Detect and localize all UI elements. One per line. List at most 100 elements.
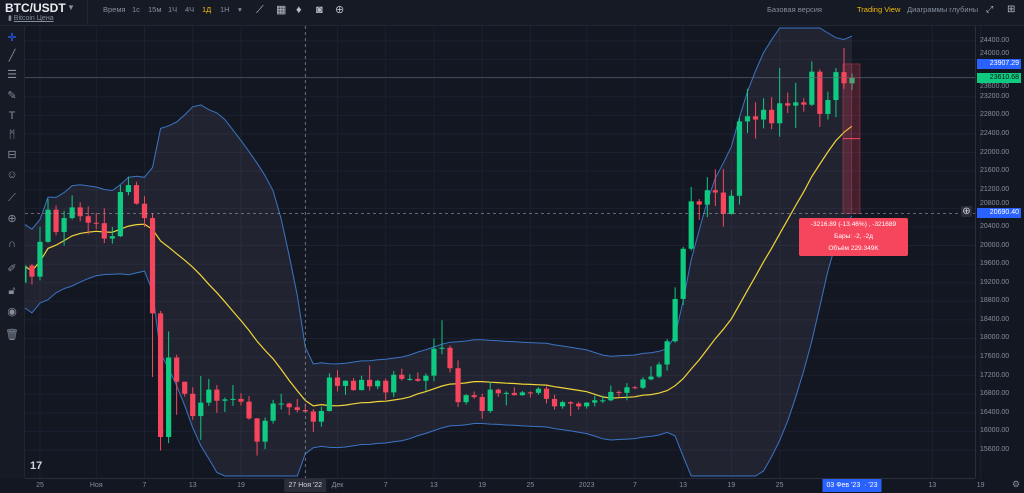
candle-body: [568, 402, 574, 404]
candle-body: [640, 379, 646, 388]
candle-body: [704, 190, 710, 205]
timeframe-6[interactable]: 1Н: [220, 5, 230, 14]
timeframe-5[interactable]: 1Д: [202, 5, 212, 14]
timeframe-4[interactable]: 4Ч: [185, 5, 195, 14]
add-alert-icon[interactable]: ⊕: [961, 206, 972, 217]
time-tick: 2023: [578, 482, 595, 489]
symbol-info-link[interactable]: ▮ Bitcoin Цена: [8, 15, 54, 23]
price-tick: 22800.00: [980, 111, 1010, 119]
info-icon: ▮: [8, 15, 14, 22]
price-tick: 19600.00: [980, 260, 1010, 268]
camera-icon[interactable]: ◙: [316, 4, 323, 16]
candle-body: [559, 402, 566, 407]
layout-grid-icon[interactable]: ⊞: [1007, 4, 1016, 15]
candle-body: [688, 201, 694, 249]
timeframe-2[interactable]: 15м: [148, 5, 162, 14]
candle: [157, 311, 164, 451]
eye-icon[interactable]: ◉: [7, 306, 17, 318]
measure-range-icon[interactable]: ⊟: [7, 149, 17, 161]
candle: [230, 384, 236, 406]
lock-drawing-icon[interactable]: ✐: [7, 263, 17, 275]
candle-body: [487, 389, 493, 411]
brush-icon[interactable]: ✎: [7, 90, 17, 102]
candle: [487, 382, 493, 413]
candle: [270, 399, 276, 424]
axis-settings-icon[interactable]: ⚙: [1012, 479, 1021, 489]
candle-body: [334, 377, 341, 386]
ruler-icon[interactable]: ⟋: [8, 192, 16, 204]
candle: [149, 212, 156, 378]
candle: [25, 265, 27, 283]
bollinger-fill: [25, 28, 852, 476]
candle-body: [391, 374, 397, 393]
candle-body: [712, 190, 718, 193]
candle-body: [310, 411, 316, 422]
chart-settings-icon[interactable]: ▦: [276, 4, 287, 16]
view-tab-2[interactable]: Диаграммы глубины: [907, 5, 979, 14]
fullscreen-icon[interactable]: ⤢: [986, 4, 994, 14]
candle-body: [133, 185, 140, 204]
time-tick: 13: [188, 482, 197, 489]
timeframe-0[interactable]: Время: [103, 5, 126, 14]
candle: [704, 177, 710, 218]
timeframe-more-icon[interactable]: ▾: [238, 5, 242, 14]
candle: [423, 373, 429, 391]
timeframe-1[interactable]: 1с: [132, 5, 140, 14]
emoji-icon[interactable]: ☺: [6, 169, 18, 181]
candle: [543, 386, 550, 404]
timeframe-3[interactable]: 1Ч: [168, 5, 178, 14]
candle-body: [608, 391, 614, 401]
pattern-icon[interactable]: ᛗ: [8, 129, 16, 141]
candle: [616, 390, 622, 397]
candle: [326, 373, 333, 412]
indicators-icon[interactable]: ⟋: [256, 4, 264, 16]
crosshair-icon[interactable]: ✛: [7, 32, 17, 44]
candle-body: [696, 201, 702, 205]
candle-body: [503, 392, 509, 394]
lock-icon[interactable]: 🔓︎: [8, 285, 16, 297]
candle-body: [174, 357, 180, 382]
zoom-in-icon[interactable]: ⊕: [7, 213, 17, 225]
trash-icon[interactable]: 🗑︎: [5, 329, 19, 341]
time-tick: 13: [928, 482, 937, 489]
candle: [238, 393, 244, 406]
candle-body: [511, 392, 517, 396]
candle: [785, 92, 791, 114]
candle-body: [584, 402, 590, 407]
fib-lines-icon[interactable]: ☰: [7, 69, 17, 81]
candle: [688, 186, 694, 251]
price-tick: 23200.00: [980, 92, 1010, 100]
symbol-dropdown-icon[interactable]: ▼: [67, 3, 75, 12]
add-icon[interactable]: ⊕: [335, 4, 345, 16]
measure-date: 03 Фев '23: [826, 482, 861, 489]
candle-body: [656, 364, 662, 377]
candle-type-icon[interactable]: ♦: [296, 4, 302, 16]
price-tick: 22000.00: [980, 148, 1010, 156]
view-tab-0[interactable]: Базовая версия: [767, 5, 822, 14]
trend-line-icon[interactable]: ╱: [8, 50, 16, 62]
magnet-icon[interactable]: ∩: [8, 238, 16, 250]
view-tab-1[interactable]: Trading View: [857, 5, 901, 14]
candle: [133, 181, 140, 205]
candle-body: [53, 209, 59, 233]
text-icon[interactable]: T: [8, 110, 16, 122]
price-axis[interactable]: [975, 26, 1024, 478]
crosshair-date-tag: 27 Ноя '22: [284, 479, 327, 492]
symbol-title[interactable]: BTC/USDT: [5, 1, 66, 15]
price-tick: 20800.00: [980, 199, 1010, 207]
candle-body: [624, 387, 630, 393]
candle-body: [77, 207, 83, 217]
candle-body: [849, 77, 855, 84]
candle: [479, 393, 485, 419]
candle: [519, 390, 525, 396]
candle-body: [600, 400, 606, 402]
candle-body: [350, 380, 357, 391]
candle: [310, 409, 316, 432]
candle-body: [752, 116, 759, 120]
candle-body: [495, 389, 501, 394]
candle-body: [222, 399, 228, 401]
candle-body: [720, 192, 726, 214]
time-axis[interactable]: [25, 478, 975, 493]
tradingview-logo[interactable]: 17: [30, 460, 43, 472]
